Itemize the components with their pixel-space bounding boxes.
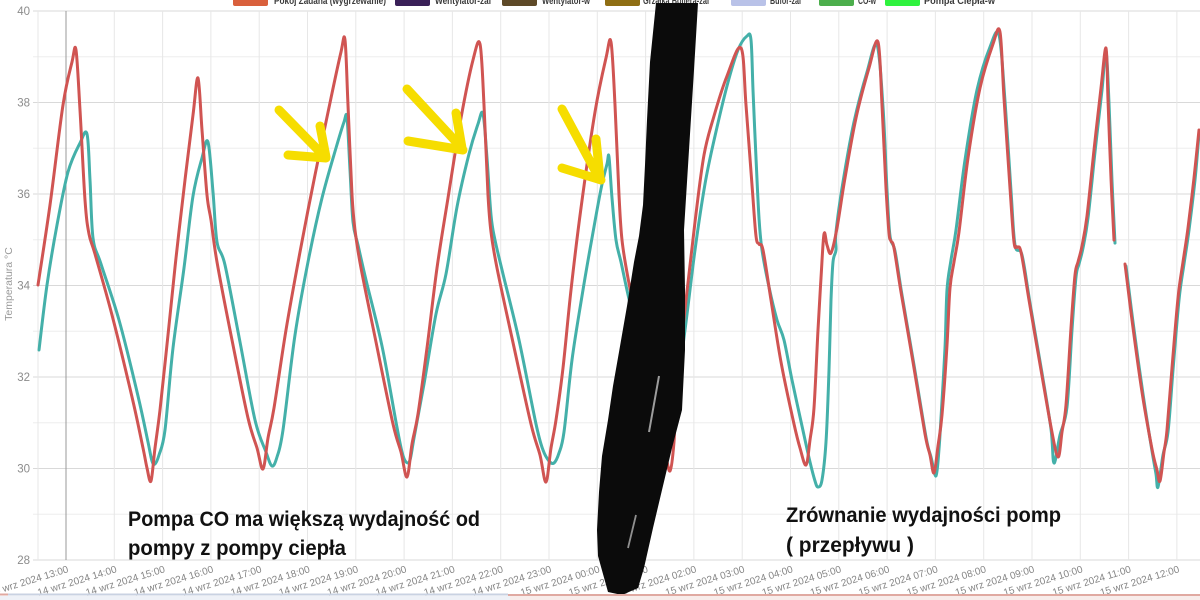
svg-text:36: 36 <box>17 189 30 201</box>
svg-text:34: 34 <box>17 281 30 293</box>
svg-text:CO-w: CO-w <box>858 0 877 7</box>
svg-text:Zrównanie wydajności pomp: Zrównanie wydajności pomp <box>786 504 1061 527</box>
svg-text:38: 38 <box>17 98 30 110</box>
svg-text:Wentylator-w: Wentylator-w <box>542 0 591 7</box>
svg-text:Wentylator-zal: Wentylator-zal <box>435 0 491 7</box>
svg-text:Pompa Ciepła-w: Pompa Ciepła-w <box>924 0 996 7</box>
svg-text:Pokoj Zadana (wygrzewanie): Pokoj Zadana (wygrzewanie) <box>274 0 386 7</box>
svg-text:28: 28 <box>17 555 30 567</box>
svg-text:Temperatura °C: Temperatura °C <box>3 247 15 321</box>
svg-text:40: 40 <box>17 6 30 18</box>
svg-text:Pompa CO ma większą wydajność: Pompa CO ma większą wydajność od <box>128 508 480 531</box>
svg-text:( przepływu ): ( przepływu ) <box>786 534 914 557</box>
svg-text:32: 32 <box>17 372 30 384</box>
svg-text:pompy z pompy ciepła: pompy z pompy ciepła <box>128 537 346 560</box>
svg-text:30: 30 <box>17 464 30 476</box>
svg-text:Bufor-zal: Bufor-zal <box>770 0 801 7</box>
